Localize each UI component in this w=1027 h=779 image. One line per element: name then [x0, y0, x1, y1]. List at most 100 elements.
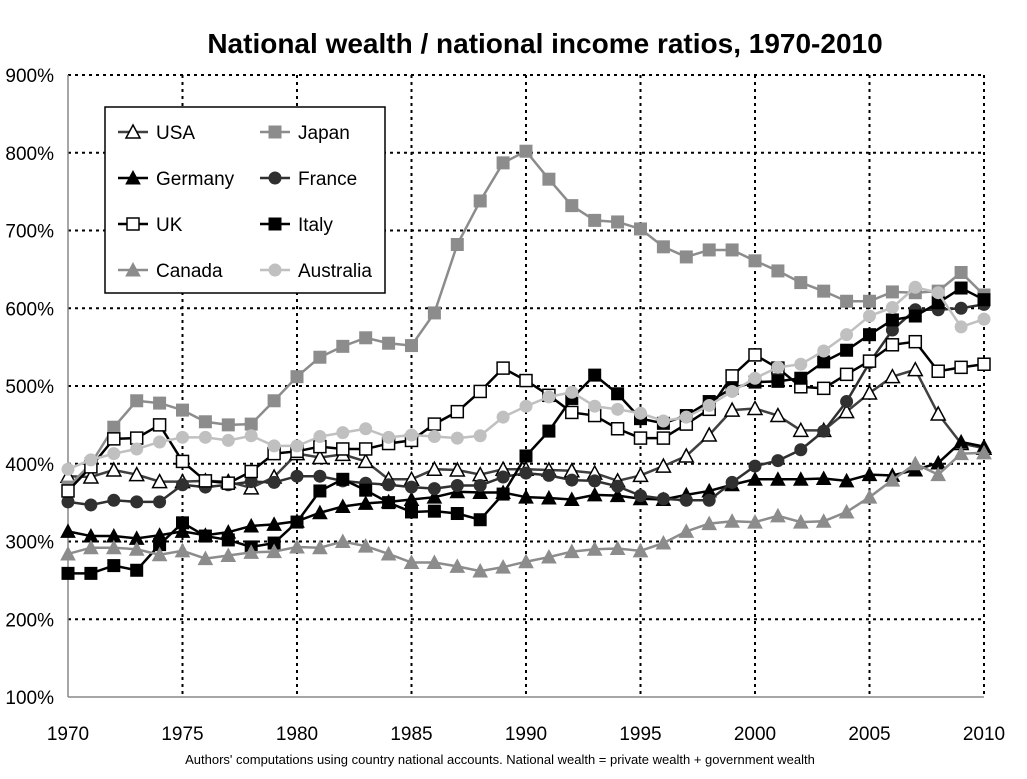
legend-marker — [268, 171, 282, 185]
data-point — [976, 444, 992, 460]
data-point — [655, 535, 672, 550]
data-point — [518, 489, 534, 504]
data-point — [357, 452, 374, 469]
data-point — [794, 276, 808, 290]
data-point — [405, 428, 418, 442]
data-point — [610, 422, 625, 436]
data-point — [130, 495, 144, 509]
data-point — [679, 250, 693, 264]
data-point — [884, 368, 901, 384]
data-point — [563, 491, 580, 507]
x-tick-label: 1985 — [390, 724, 432, 745]
x-tick-label: 1995 — [619, 724, 661, 745]
x-tick-label: 2010 — [963, 724, 1005, 745]
data-point — [151, 546, 168, 562]
legend-marker — [126, 217, 140, 231]
data-point — [313, 484, 327, 498]
data-point — [290, 439, 304, 453]
data-point — [427, 504, 441, 518]
data-point — [449, 461, 466, 477]
data-point — [244, 417, 258, 431]
data-point — [634, 222, 647, 236]
data-point — [954, 320, 968, 334]
data-point — [519, 373, 533, 388]
data-point — [588, 399, 602, 413]
data-point — [792, 514, 809, 529]
series-australia — [61, 280, 991, 476]
legend-item: Japan — [260, 123, 350, 144]
data-point — [748, 254, 762, 268]
data-point — [817, 344, 831, 358]
data-point — [817, 355, 831, 369]
data-point — [908, 309, 922, 323]
data-point — [977, 357, 991, 371]
data-point — [427, 430, 441, 444]
data-point — [496, 487, 510, 501]
data-point — [771, 454, 785, 468]
data-point — [84, 453, 98, 467]
data-point — [290, 515, 304, 529]
data-point — [336, 442, 350, 456]
data-point — [588, 368, 602, 382]
data-point — [815, 513, 832, 528]
data-point — [565, 199, 579, 213]
data-point — [977, 293, 991, 307]
data-point — [770, 471, 786, 486]
data-point — [794, 357, 808, 371]
y-tick-label: 900% — [5, 66, 54, 87]
legend: USA Japan Germany France UK Italy Canada Austra… — [104, 106, 386, 294]
data-point — [267, 439, 281, 453]
data-point — [586, 541, 603, 556]
legend-marker — [125, 261, 141, 277]
data-point — [380, 545, 397, 561]
data-point — [862, 354, 877, 368]
data-point — [105, 539, 122, 555]
data-point — [450, 507, 464, 521]
axes: 100% 200% 300% 400% 500% 600% 700% 800% 900% 1970… — [5, 66, 1005, 745]
data-point — [496, 470, 510, 484]
data-point — [176, 478, 189, 492]
legend-box — [104, 106, 386, 294]
data-point — [611, 479, 625, 493]
data-point — [496, 410, 510, 424]
data-point — [702, 243, 716, 257]
y-tick-label: 500% — [5, 377, 54, 398]
data-point — [152, 418, 167, 432]
data-point — [701, 515, 718, 531]
data-point — [838, 403, 855, 419]
data-point — [929, 405, 947, 421]
data-point — [358, 442, 373, 456]
data-point — [861, 466, 878, 482]
data-point — [105, 461, 123, 477]
y-tick-label: 400% — [5, 455, 54, 476]
data-point — [656, 431, 671, 445]
data-point — [382, 496, 396, 510]
data-point — [382, 430, 396, 444]
x-tick-label: 1975 — [161, 724, 203, 745]
data-point — [405, 339, 418, 353]
data-point — [748, 371, 762, 385]
legend-label: UK — [156, 215, 183, 236]
data-point — [82, 468, 100, 484]
data-point — [588, 213, 602, 227]
data-point — [840, 395, 854, 409]
data-point — [107, 447, 121, 461]
data-point — [221, 533, 235, 547]
data-point — [221, 418, 235, 432]
data-point — [336, 339, 350, 353]
data-point — [473, 194, 487, 208]
data-point — [954, 281, 968, 295]
legend-label: Italy — [298, 215, 333, 236]
data-point — [382, 336, 396, 350]
data-point — [725, 369, 739, 383]
data-point — [427, 482, 441, 496]
data-point — [656, 492, 670, 506]
data-point — [518, 553, 534, 569]
data-point — [563, 543, 580, 559]
data-point — [450, 404, 465, 419]
data-point — [220, 547, 237, 562]
y-tick-label: 200% — [5, 610, 54, 631]
data-point — [60, 545, 76, 561]
data-point — [794, 371, 808, 385]
data-point — [931, 364, 945, 378]
